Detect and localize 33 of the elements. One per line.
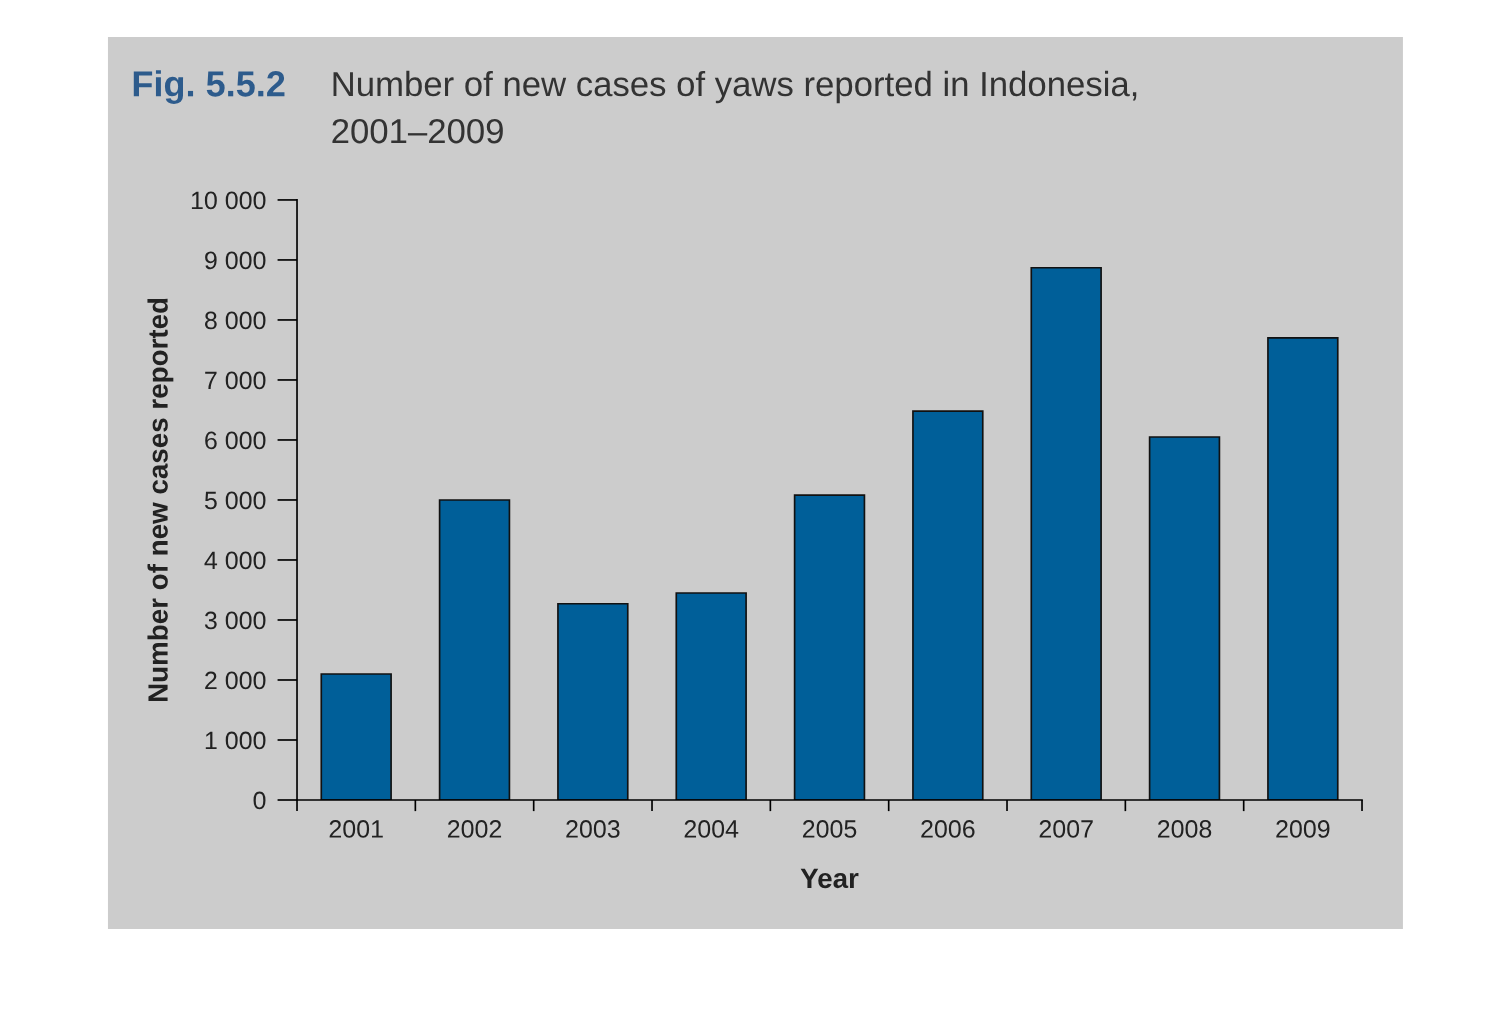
y-tick-label: 4 000 [204, 551, 266, 570]
y-tick-label: 9 000 [205, 251, 266, 270]
x-tick-label: 2009 [1276, 820, 1330, 838]
bar [557, 602, 629, 800]
y-axis-title: Number of new cases reported [147, 298, 174, 702]
chart-title: Fig. 5.5.2 [133, 70, 285, 104]
x-tick-label: 2006 [921, 820, 975, 838]
bar [793, 494, 866, 800]
x-tick-label: 2002 [447, 820, 502, 838]
y-tick-label: 1 000 [205, 731, 266, 750]
y-tick-label: 8 000 [204, 311, 266, 330]
y-tick-label: 3 000 [204, 611, 266, 630]
x-tick-label: 2008 [1157, 820, 1212, 838]
bar [675, 592, 747, 800]
x-axis-title: Year [800, 868, 859, 889]
bar [1267, 337, 1339, 800]
chart-subtitle: Number of new cases of yaws reported in Indonesia, 2001–2009 [332, 70, 1137, 144]
x-tick-label: 2003 [566, 820, 620, 838]
bar [912, 410, 984, 800]
y-tick-label: 5 000 [204, 491, 266, 510]
x-tick-label: 2007 [1039, 820, 1093, 838]
bar [1148, 436, 1221, 800]
bar [438, 499, 511, 800]
bar [320, 673, 392, 800]
y-tick-label: 7 000 [205, 371, 266, 390]
x-tick-label: 2001 [329, 820, 383, 838]
y-tick-label: 6 000 [205, 431, 266, 450]
bar [1030, 266, 1102, 800]
y-tick-label: 10 000 [191, 191, 266, 210]
y-tick-label: 2 000 [205, 671, 266, 690]
x-tick-label: 2005 [802, 820, 857, 838]
x-tick-label: 2004 [684, 820, 739, 838]
y-tick-label: 0 [253, 791, 266, 810]
